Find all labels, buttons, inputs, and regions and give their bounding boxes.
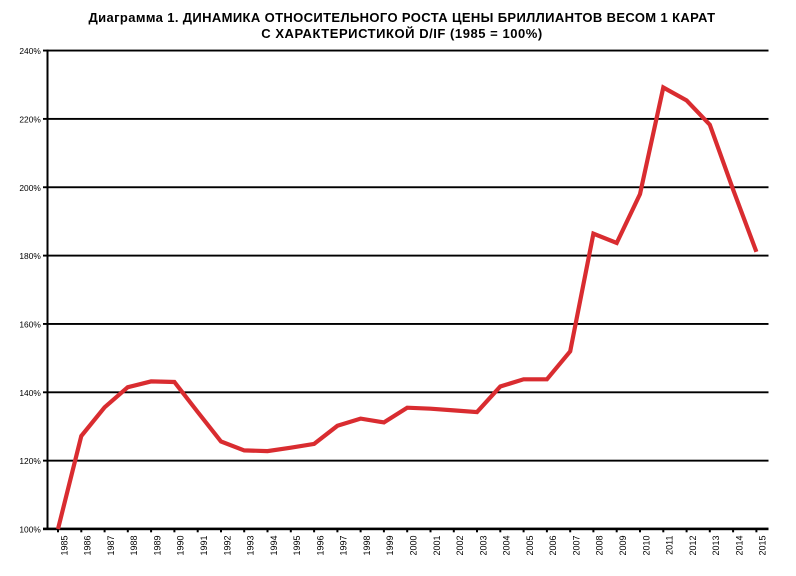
svg-text:220%: 220% [19, 115, 41, 125]
svg-text:100%: 100% [19, 525, 41, 535]
svg-text:1999: 1999 [385, 536, 395, 556]
svg-text:2007: 2007 [572, 536, 582, 556]
svg-text:1993: 1993 [246, 536, 256, 556]
svg-text:1988: 1988 [129, 536, 139, 556]
svg-text:140%: 140% [19, 388, 41, 398]
svg-text:2004: 2004 [502, 536, 512, 556]
svg-text:1995: 1995 [292, 536, 302, 556]
svg-text:1990: 1990 [176, 536, 186, 556]
svg-text:2012: 2012 [688, 536, 698, 556]
svg-text:200%: 200% [19, 183, 41, 193]
svg-text:2009: 2009 [618, 536, 628, 556]
svg-text:1987: 1987 [106, 536, 116, 556]
svg-text:1991: 1991 [199, 536, 209, 556]
svg-text:180%: 180% [19, 251, 41, 261]
svg-text:120%: 120% [19, 456, 41, 466]
svg-text:2015: 2015 [758, 536, 768, 556]
svg-text:2006: 2006 [548, 536, 558, 556]
svg-text:240%: 240% [19, 46, 41, 56]
svg-text:1996: 1996 [315, 536, 325, 556]
svg-text:2003: 2003 [478, 536, 488, 556]
svg-text:2013: 2013 [711, 536, 721, 556]
svg-text:1989: 1989 [152, 536, 162, 556]
svg-text:2010: 2010 [641, 536, 651, 556]
svg-text:2000: 2000 [409, 536, 419, 556]
svg-text:2002: 2002 [455, 536, 465, 556]
svg-text:2014: 2014 [734, 536, 744, 556]
svg-text:2005: 2005 [525, 536, 535, 556]
svg-text:2001: 2001 [432, 536, 442, 556]
svg-text:1998: 1998 [362, 536, 372, 556]
svg-text:1986: 1986 [83, 536, 93, 556]
svg-text:1997: 1997 [339, 536, 349, 556]
svg-text:1992: 1992 [222, 536, 232, 556]
svg-text:1994: 1994 [269, 536, 279, 556]
svg-text:160%: 160% [19, 320, 41, 330]
svg-text:1985: 1985 [59, 536, 69, 556]
svg-text:2008: 2008 [595, 536, 605, 556]
svg-text:2011: 2011 [665, 536, 675, 555]
